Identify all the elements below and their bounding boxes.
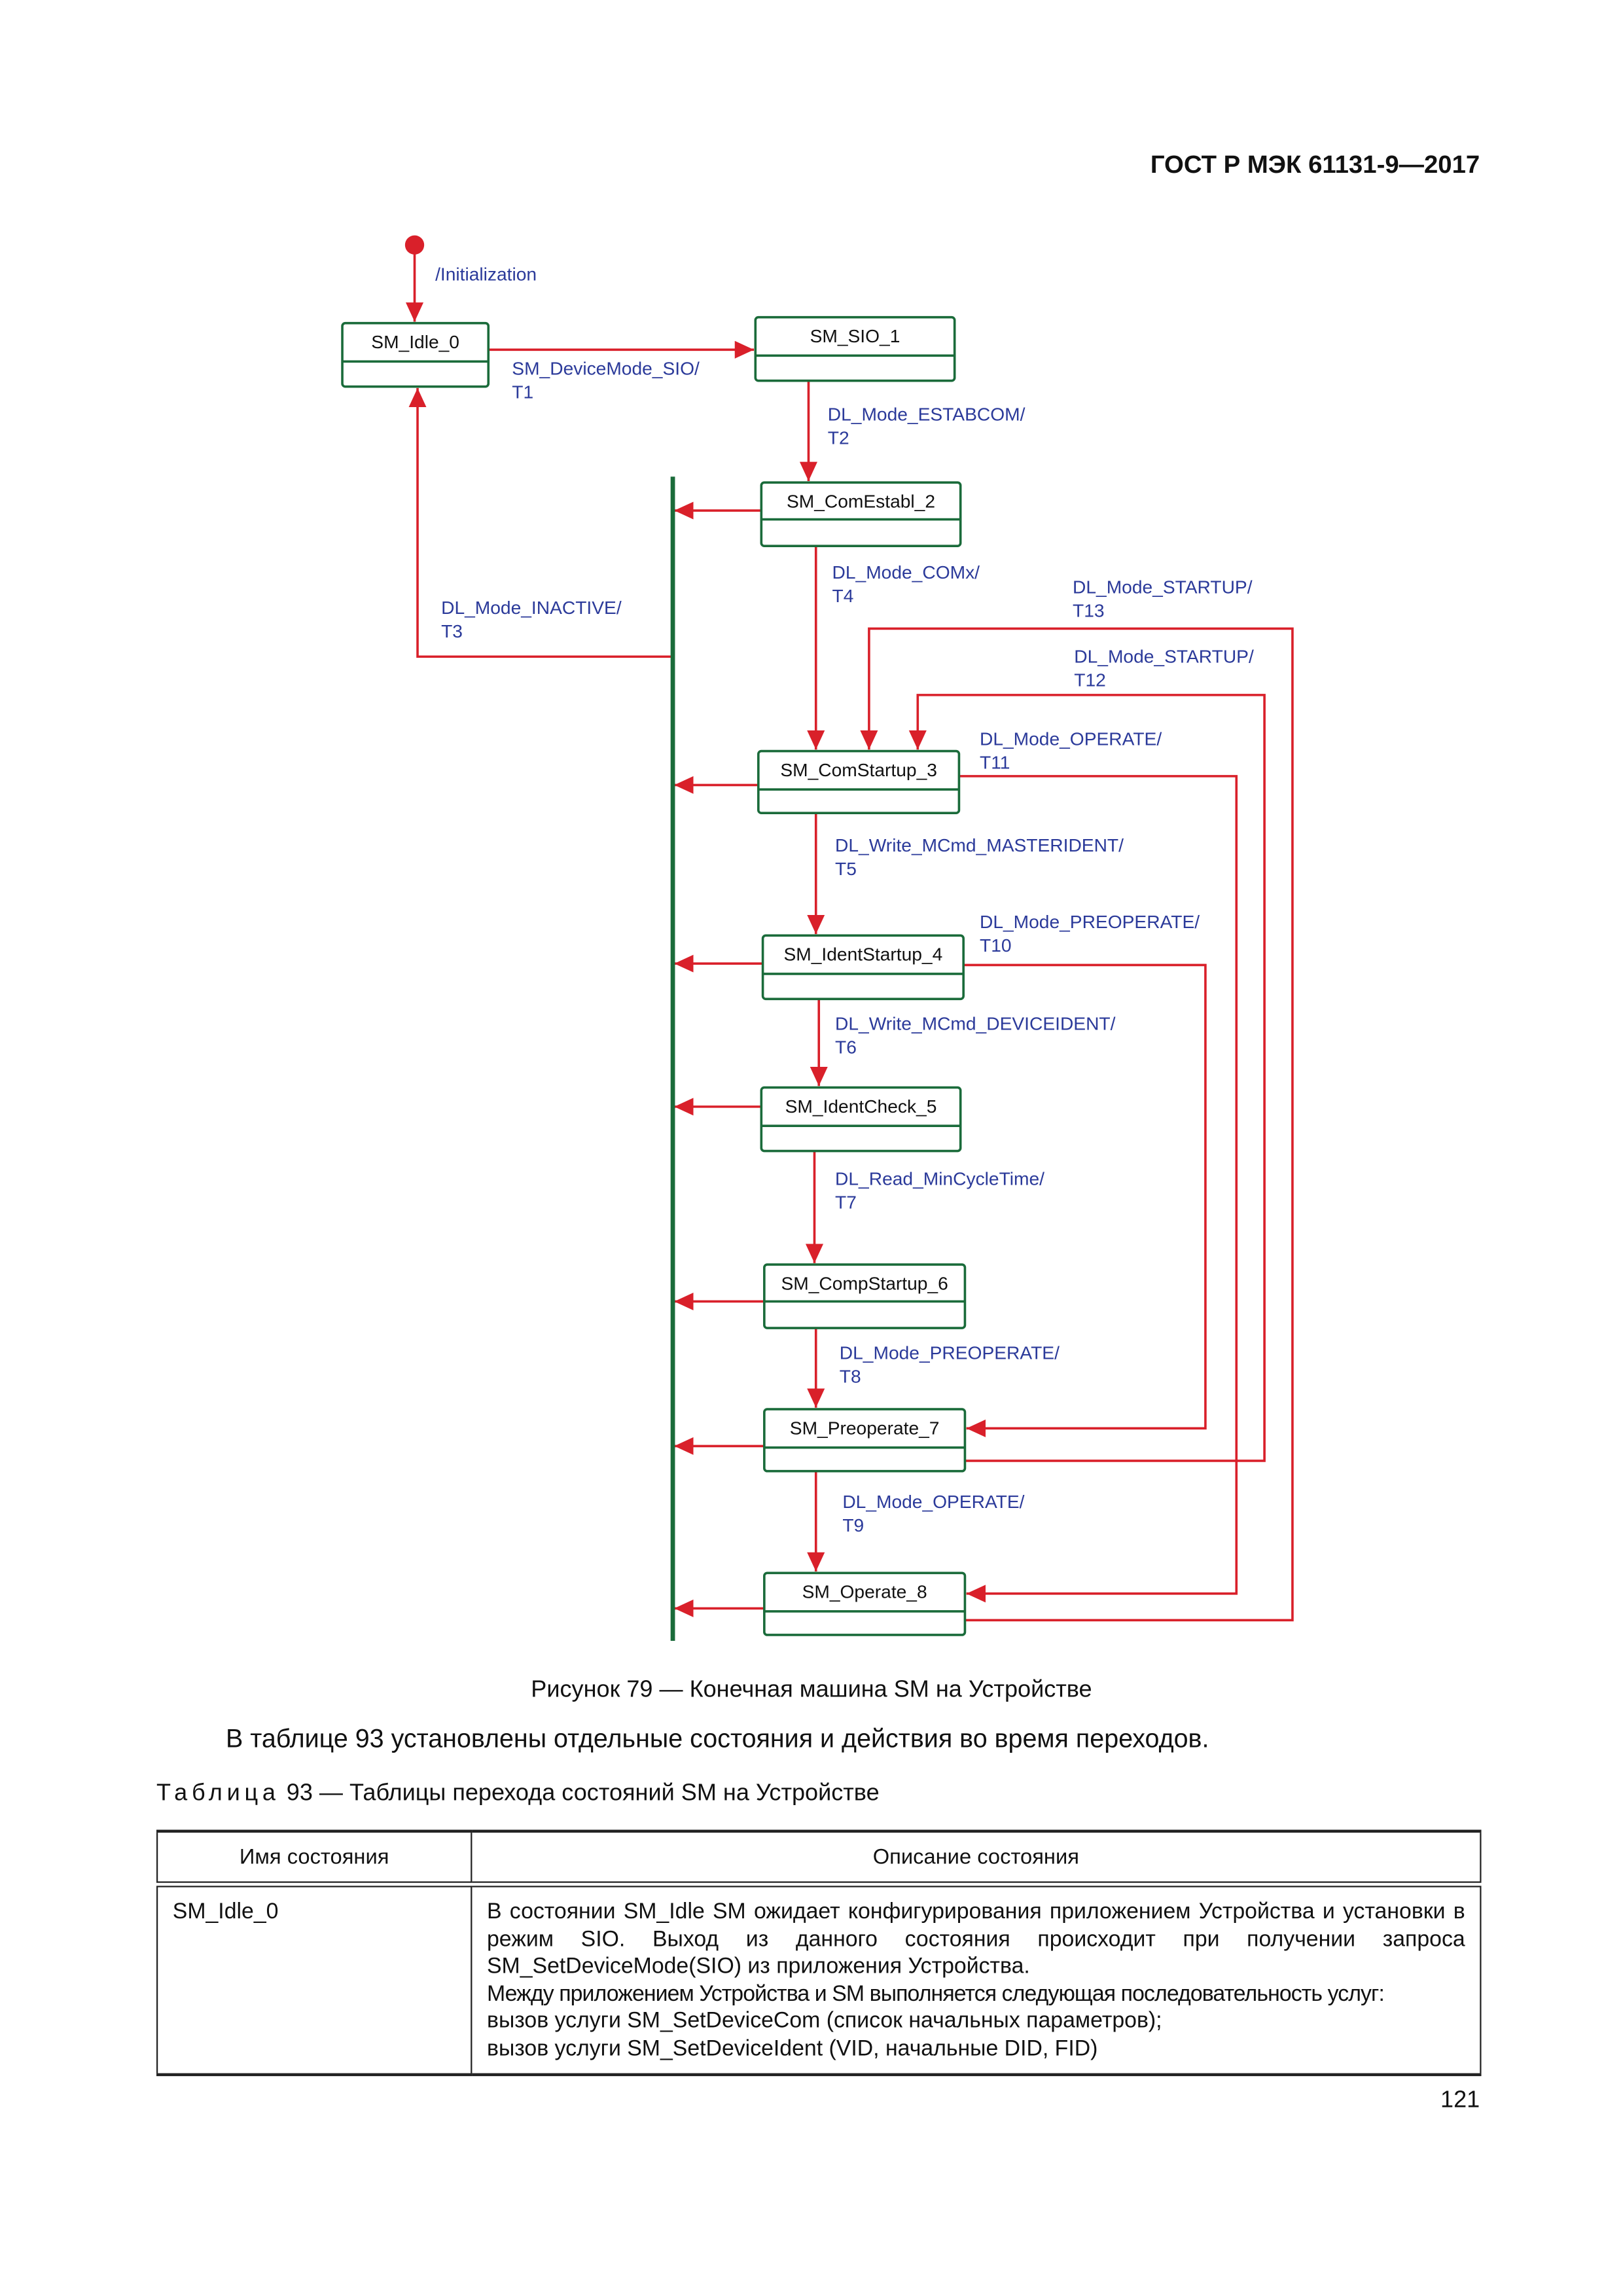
- transition-id-label: T2: [828, 427, 849, 448]
- description-line: Между приложением Устройства и SM выполн…: [486, 1981, 1385, 2007]
- transition-event-label: SM_DeviceMode_SIO/: [512, 358, 700, 379]
- table-title: Таблица 93 — Таблицы перехода состояний …: [156, 1781, 880, 1808]
- transition-t11: [959, 775, 1238, 1603]
- state-name: SM_SIO_1: [810, 325, 901, 346]
- transition-event-label: DL_Mode_PREOPERATE/: [840, 1342, 1060, 1363]
- state-sm-comstartup-3: SM_ComStartup_3: [757, 749, 961, 815]
- transition-id-label: T10: [980, 935, 1012, 956]
- initial-state-dot: [404, 235, 425, 255]
- transition-event-label: DL_Write_MCmd_DEVICEIDENT/: [835, 1013, 1116, 1034]
- transition-id-label: T3: [441, 620, 463, 641]
- state-name: SM_ComEstabl_2: [787, 491, 935, 512]
- transition-event-label: DL_Mode_ESTABCOM/: [828, 404, 1026, 425]
- table-header-row: Имя состояния Описание состояния: [156, 1829, 1482, 1888]
- transition-event-label: DL_Mode_OPERATE/: [842, 1491, 1024, 1512]
- transition-id-label: T11: [980, 752, 1010, 773]
- description-line: вызов услуги SM_SetDeviceCom (список нач…: [486, 2009, 1162, 2034]
- transition-t3: [408, 387, 673, 658]
- transition-id-label: T13: [1073, 600, 1105, 620]
- state-table: Имя состояния Описание состояния SM_Idle…: [156, 1829, 1482, 2076]
- state-name: SM_CompStartup_6: [781, 1272, 948, 1293]
- cell-state-description: В состоянии SM_Idle SM ожидает конфигури…: [471, 1883, 1482, 2076]
- transition-id-label: T4: [832, 585, 854, 606]
- page-number: 121: [1440, 2088, 1480, 2113]
- body-paragraph: В таблице 93 установлены отдельные состо…: [225, 1723, 1209, 1753]
- transition-id-label: T1: [512, 382, 533, 403]
- transition-id-label: T5: [835, 858, 857, 879]
- state-sm-operate-8: SM_Operate_8: [763, 1571, 967, 1636]
- state-sm-identcheck-5: SM_IdentCheck_5: [760, 1086, 962, 1153]
- state-name: SM_Idle_0: [371, 331, 459, 352]
- state-name: SM_Operate_8: [802, 1581, 927, 1602]
- document-id: ГОСТ Р МЭК 61131-9—2017: [1150, 150, 1480, 179]
- transition-id-label: T7: [835, 1191, 857, 1212]
- transition-id-label: T6: [835, 1037, 857, 1058]
- table-title-text: 93 — Таблицы перехода состояний SM на Ус…: [279, 1781, 880, 1806]
- state-sm-identstartup-4: SM_IdentStartup_4: [761, 934, 965, 1001]
- transition-id-label: T8: [840, 1365, 861, 1386]
- state-machine-diagram: /Initialization SM_Idle_0 SM_SIO_1 SM_ComE…: [341, 235, 1294, 1641]
- transition-event-label: DL_Mode_STARTUP/: [1074, 645, 1254, 666]
- transition-id-label: T12: [1074, 669, 1106, 690]
- transition-t13: [860, 627, 1294, 1622]
- transition-event-label: DL_Write_MCmd_MASTERIDENT/: [835, 834, 1124, 855]
- description-line: вызов услуги SM_SetDeviceIdent (VID, нач…: [486, 2036, 1098, 2062]
- transition-event-label: DL_Mode_COMx/: [832, 562, 980, 583]
- state-sm-compstartup-6: SM_CompStartup_6: [763, 1263, 967, 1329]
- state-sm-idle-0: SM_Idle_0: [341, 321, 490, 388]
- transition-t10: [963, 963, 1207, 1437]
- transition-id-label: T9: [842, 1515, 864, 1535]
- transition-t12: [908, 694, 1266, 1462]
- transition-event-label: DL_Mode_PREOPERATE/: [980, 911, 1200, 932]
- header-state-name: Имя состояния: [156, 1829, 473, 1888]
- table-row: SM_Idle_0 В состоянии SM_Idle SM ожидает…: [156, 1883, 1482, 2076]
- state-name: SM_IdentCheck_5: [785, 1096, 937, 1117]
- transition-event-label: DL_Mode_STARTUP/: [1073, 576, 1253, 597]
- header-state-description: Описание состояния: [471, 1829, 1482, 1888]
- initial-label: /Initialization: [435, 263, 537, 284]
- state-sm-preoperate-7: SM_Preoperate_7: [763, 1408, 967, 1473]
- cell-state-name: SM_Idle_0: [156, 1883, 473, 2076]
- state-sm-comestabl-2: SM_ComEstabl_2: [760, 481, 962, 547]
- description-text: В состоянии SM_Idle SM ожидает конфигури…: [486, 1899, 1465, 1979]
- state-sm-sio-1: SM_SIO_1: [754, 315, 956, 382]
- state-name: SM_ComStartup_3: [780, 759, 937, 780]
- state-name: SM_Preoperate_7: [790, 1417, 940, 1438]
- transition-event-label: DL_Mode_OPERATE/: [980, 728, 1162, 749]
- transition-event-label: DL_Mode_INACTIVE/: [441, 597, 622, 618]
- state-name: SM_IdentStartup_4: [784, 944, 943, 965]
- transition-event-label: DL_Read_MinCycleTime/: [835, 1168, 1044, 1189]
- figure-caption: Рисунок 79 — Конечная машина SM на Устро…: [531, 1677, 1092, 1703]
- table-title-prefix: Таблица: [156, 1781, 280, 1806]
